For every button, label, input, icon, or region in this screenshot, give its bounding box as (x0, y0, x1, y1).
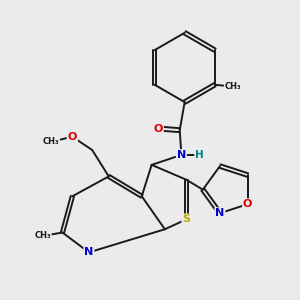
Text: CH₃: CH₃ (34, 231, 51, 240)
Text: CH₃: CH₃ (225, 82, 241, 91)
Text: O: O (154, 124, 163, 134)
Text: H: H (195, 150, 204, 160)
Text: N: N (84, 248, 94, 257)
Text: CH₃: CH₃ (43, 137, 59, 146)
Text: S: S (182, 214, 190, 224)
Text: O: O (243, 199, 252, 209)
Text: N: N (177, 150, 186, 160)
Text: O: O (68, 132, 77, 142)
Text: N: N (215, 208, 225, 218)
